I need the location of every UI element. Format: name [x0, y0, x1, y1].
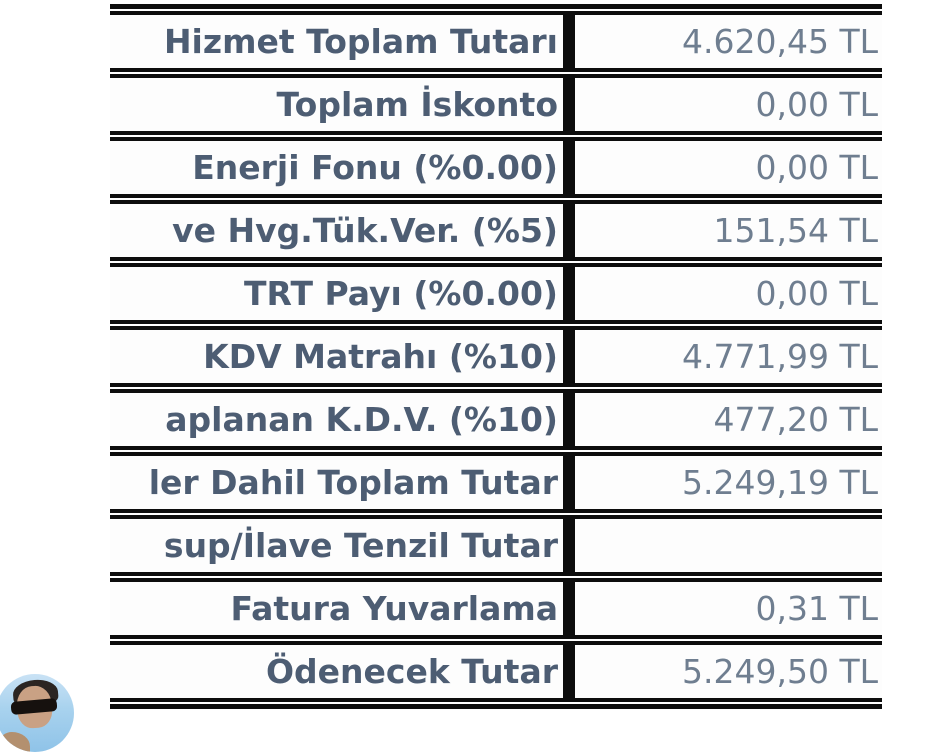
row-label: ve Hvg.Tük.Ver. (%5) [172, 211, 558, 250]
row-label: Hizmet Toplam Tutarı [163, 22, 558, 61]
row-value: 151,54 TL [713, 211, 878, 250]
row-value: 5.249,50 TL [682, 652, 878, 691]
row-label: Enerji Fonu (%0.00) [192, 148, 558, 187]
row-value-cell: 4.620,45 TL [569, 15, 882, 68]
row-value: 0,00 TL [755, 274, 878, 313]
row-value-cell: 0,00 TL [569, 267, 882, 320]
row-label: aplanan K.D.V. (%10) [165, 400, 558, 439]
row-value: 0,00 TL [755, 85, 878, 124]
row-label-cell: TRT Payı (%0.00) [110, 267, 569, 320]
row-label-cell: aplanan K.D.V. (%10) [110, 393, 569, 446]
table-row: sup/İlave Tenzil Tutar [110, 515, 882, 576]
row-label-cell: Ödenecek Tutar [110, 645, 569, 698]
row-label-cell: ve Hvg.Tük.Ver. (%5) [110, 204, 569, 257]
row-value-cell: 5.249,50 TL [569, 645, 882, 698]
row-label-cell: Toplam İskonto [110, 78, 569, 131]
row-value-cell: 0,00 TL [569, 141, 882, 194]
row-label: Toplam İskonto [276, 85, 558, 124]
table-rows: Hizmet Toplam Tutarı 4.620,45 TL Toplam … [110, 11, 882, 702]
row-value: 0,31 TL [755, 589, 878, 628]
row-label-cell: ler Dahil Toplam Tutar [110, 456, 569, 509]
row-value-cell: 477,20 TL [569, 393, 882, 446]
row-label-cell: KDV Matrahı (%10) [110, 330, 569, 383]
row-label: Fatura Yuvarlama [230, 589, 558, 628]
invoice-totals-table: Hizmet Toplam Tutarı 4.620,45 TL Toplam … [110, 4, 882, 709]
table-bottom-border [110, 704, 882, 709]
table-row: Hizmet Toplam Tutarı 4.620,45 TL [110, 11, 882, 72]
row-value-cell: 0,00 TL [569, 78, 882, 131]
row-value-cell: 4.771,99 TL [569, 330, 882, 383]
table-row: ler Dahil Toplam Tutar 5.249,19 TL [110, 452, 882, 513]
row-value: 5.249,19 TL [682, 463, 878, 502]
table-row: Ödenecek Tutar 5.249,50 TL [110, 641, 882, 702]
row-value-cell: 5.249,19 TL [569, 456, 882, 509]
row-value: 4.771,99 TL [682, 337, 878, 376]
row-label-cell: Hizmet Toplam Tutarı [110, 15, 569, 68]
row-label: ler Dahil Toplam Tutar [148, 463, 558, 502]
row-value: 4.620,45 TL [682, 22, 878, 61]
table-row: Enerji Fonu (%0.00) 0,00 TL [110, 137, 882, 198]
table-row: Toplam İskonto 0,00 TL [110, 74, 882, 135]
row-label: KDV Matrahı (%10) [203, 337, 558, 376]
row-label-cell: sup/İlave Tenzil Tutar [110, 519, 569, 572]
row-value-cell [569, 519, 882, 572]
row-label-cell: Fatura Yuvarlama [110, 582, 569, 635]
table-top-border [110, 4, 882, 9]
avatar-shoulder [0, 732, 30, 752]
row-label: sup/İlave Tenzil Tutar [163, 526, 558, 565]
row-label: TRT Payı (%0.00) [244, 274, 558, 313]
row-value: 477,20 TL [713, 400, 878, 439]
row-value-cell: 0,31 TL [569, 582, 882, 635]
row-label: Ödenecek Tutar [265, 652, 558, 691]
table-row: TRT Payı (%0.00) 0,00 TL [110, 263, 882, 324]
row-value: 0,00 TL [755, 148, 878, 187]
table-row: Fatura Yuvarlama 0,31 TL [110, 578, 882, 639]
webcam-avatar [0, 674, 74, 752]
table-row: ve Hvg.Tük.Ver. (%5) 151,54 TL [110, 200, 882, 261]
table-row: KDV Matrahı (%10) 4.771,99 TL [110, 326, 882, 387]
table-row: aplanan K.D.V. (%10) 477,20 TL [110, 389, 882, 450]
row-label-cell: Enerji Fonu (%0.00) [110, 141, 569, 194]
row-value-cell: 151,54 TL [569, 204, 882, 257]
